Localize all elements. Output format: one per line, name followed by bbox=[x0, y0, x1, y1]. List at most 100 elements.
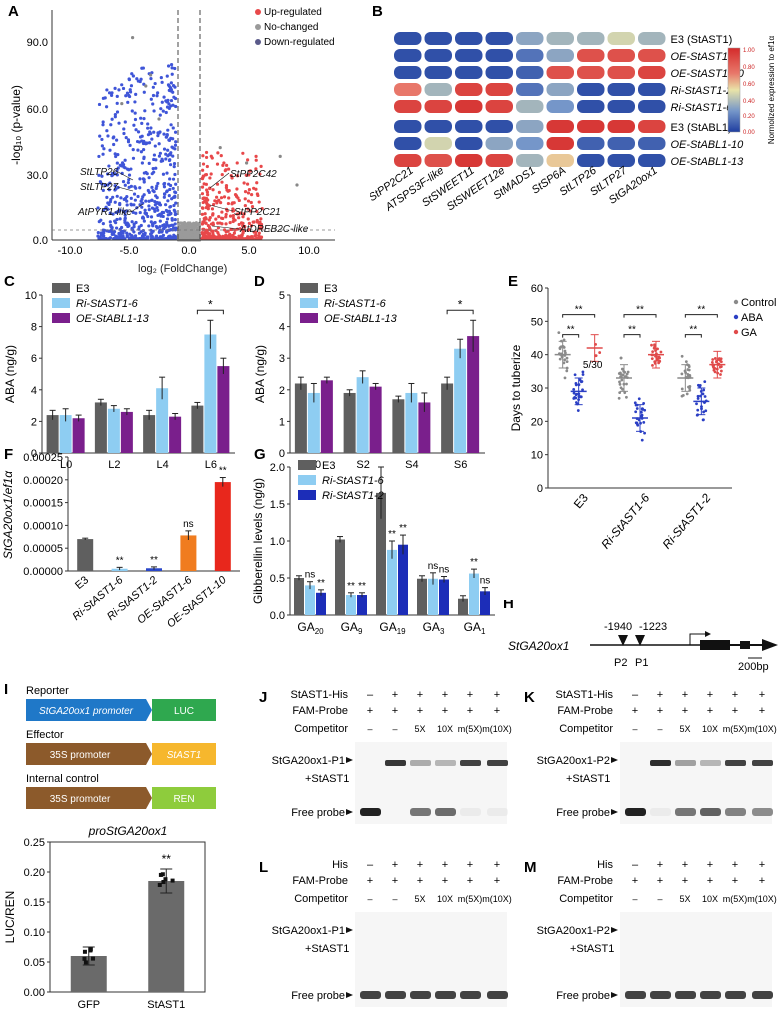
volcano-point bbox=[166, 128, 170, 132]
data-point bbox=[618, 391, 622, 395]
complex-label: StGA20ox1-P1 bbox=[272, 925, 345, 937]
data-point bbox=[574, 382, 578, 385]
volcano-point bbox=[215, 199, 219, 203]
data-point bbox=[565, 366, 569, 370]
data-point bbox=[719, 365, 723, 369]
data-point bbox=[625, 395, 628, 399]
volcano-point bbox=[129, 203, 134, 207]
volcano-point bbox=[242, 212, 246, 216]
free-probe-band bbox=[487, 808, 508, 816]
volcano-point bbox=[158, 212, 162, 216]
volcano-point bbox=[259, 217, 263, 221]
volcano-point bbox=[107, 164, 111, 168]
volcano-point bbox=[147, 224, 151, 228]
emsa-row-label: FAM-Probe bbox=[292, 875, 348, 887]
volcano-point bbox=[201, 227, 205, 231]
volcano-point bbox=[123, 166, 127, 170]
heatmap-cell bbox=[455, 120, 483, 133]
heatmap-cell bbox=[424, 100, 452, 113]
volcano-point bbox=[142, 155, 146, 159]
colorbar-tick: 0.40 bbox=[743, 99, 755, 105]
volcano-point bbox=[115, 101, 119, 105]
volcano-point bbox=[251, 220, 255, 224]
data-point bbox=[621, 387, 624, 391]
data-point bbox=[88, 948, 93, 953]
bar bbox=[417, 578, 427, 615]
data-point bbox=[619, 356, 623, 360]
data-point bbox=[653, 344, 657, 348]
colorbar bbox=[727, 47, 741, 133]
volcano-point bbox=[152, 130, 156, 134]
volcano-point bbox=[295, 183, 299, 187]
volcano-point bbox=[150, 185, 154, 189]
volcano-point bbox=[222, 195, 227, 199]
x-tick-label: GA1 bbox=[464, 620, 486, 636]
volcano-point bbox=[201, 206, 205, 210]
volcano-point bbox=[215, 182, 220, 186]
emsa-row-label: Competitor bbox=[294, 723, 348, 735]
volcano-point bbox=[219, 153, 223, 158]
x-tick-label: -10.0 bbox=[57, 245, 82, 255]
lane-condition: + bbox=[759, 705, 765, 717]
legend-label: GA bbox=[741, 327, 758, 339]
lane-condition: + bbox=[732, 689, 738, 701]
data-point bbox=[719, 357, 723, 361]
legend-label: E3 bbox=[324, 283, 337, 295]
free-probe-band bbox=[487, 991, 508, 999]
legend-marker bbox=[733, 329, 739, 335]
heatmap-cell bbox=[546, 49, 574, 62]
volcano-point bbox=[125, 91, 130, 95]
volcano-point bbox=[235, 194, 239, 199]
data-point bbox=[687, 365, 691, 369]
data-point bbox=[657, 361, 661, 365]
volcano-point bbox=[148, 130, 152, 134]
volcano-point bbox=[157, 117, 161, 121]
data-point bbox=[687, 368, 691, 372]
y-tick-label: 2 bbox=[279, 385, 285, 397]
volcano-point bbox=[171, 84, 176, 88]
volcano-point bbox=[205, 188, 209, 192]
volcano-point bbox=[126, 138, 131, 142]
promoter-label: 35S promoter bbox=[50, 794, 111, 805]
volcano-point bbox=[228, 220, 232, 225]
complex-label: +StAST1 bbox=[570, 943, 614, 955]
data-point bbox=[640, 413, 644, 417]
dual-luciferase-panel: I Reporter StGA20ox1 promoter LUC Effect… bbox=[3, 681, 216, 1011]
heatmap-cell bbox=[607, 120, 635, 133]
volcano-point bbox=[168, 158, 172, 162]
bar bbox=[387, 549, 397, 615]
volcano-point bbox=[245, 182, 250, 186]
volcano-point bbox=[247, 173, 251, 177]
y-tick-label: 0.00010 bbox=[23, 520, 63, 532]
significance-mark: ** bbox=[358, 581, 366, 592]
volcano-point bbox=[102, 147, 106, 151]
colorbar-title: Normolized expression to ef1α bbox=[767, 36, 776, 145]
volcano-point bbox=[105, 129, 109, 133]
volcano-point bbox=[109, 225, 113, 229]
volcano-point bbox=[187, 229, 191, 233]
volcano-point bbox=[184, 223, 188, 227]
chart-title: proStGA20ox1 bbox=[88, 824, 168, 838]
legend-label: Control bbox=[741, 297, 776, 309]
volcano-point bbox=[134, 186, 138, 190]
y-tick-label: 0.00015 bbox=[23, 498, 63, 510]
heatmap-cell bbox=[455, 83, 483, 96]
lane-condition: + bbox=[467, 875, 473, 887]
heatmap-row-label: E3 (StAST1) bbox=[671, 34, 733, 46]
volcano-point bbox=[118, 233, 122, 237]
volcano-point bbox=[169, 63, 174, 67]
volcano-point bbox=[243, 225, 247, 229]
volcano-point bbox=[164, 203, 168, 207]
heatmap-cell bbox=[607, 137, 635, 150]
volcano-point bbox=[174, 140, 178, 144]
volcano-point bbox=[170, 218, 174, 222]
volcano-point bbox=[247, 237, 251, 241]
data-point bbox=[651, 363, 654, 367]
colorbar-tick: 0.00 bbox=[743, 130, 755, 136]
volcano-point bbox=[124, 136, 128, 140]
volcano-point bbox=[132, 192, 137, 196]
data-point bbox=[688, 385, 692, 388]
volcano-point bbox=[174, 104, 178, 109]
volcano-point bbox=[140, 134, 144, 138]
lane-condition: + bbox=[759, 875, 765, 887]
